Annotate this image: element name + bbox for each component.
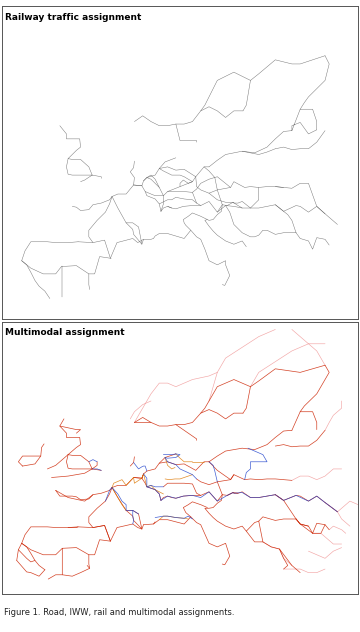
Text: Figure 1. Road, IWW, rail and multimodal assignments.: Figure 1. Road, IWW, rail and multimodal… <box>4 608 234 617</box>
Text: Railway traffic assignment: Railway traffic assignment <box>5 13 142 21</box>
Text: Multimodal assignment: Multimodal assignment <box>5 328 125 337</box>
